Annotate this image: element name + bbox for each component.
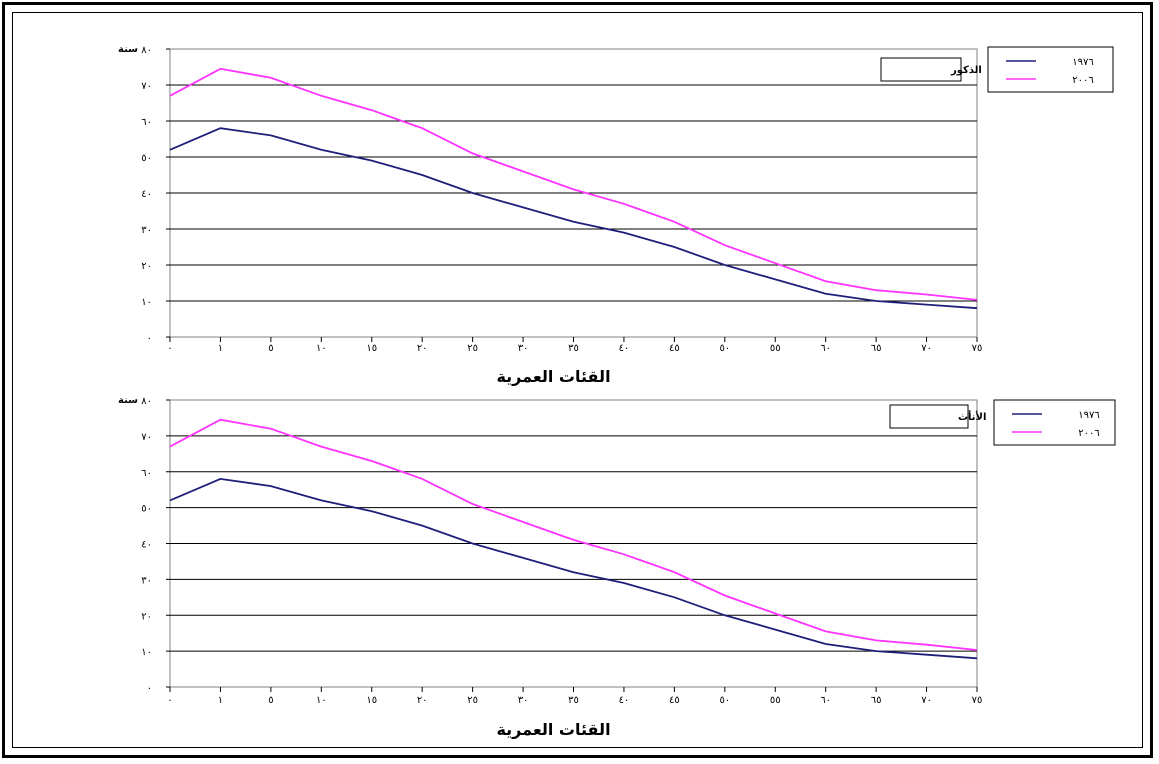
x-tick-label: ٢٠	[417, 343, 428, 354]
y-tick-label: ٧٠	[141, 81, 152, 92]
x-tick-label: ٤٠	[619, 695, 630, 706]
y-tick-label: ٣٠	[141, 225, 152, 236]
y-tick-label: ١٠	[141, 647, 152, 658]
y-tick-label: ٠	[147, 683, 152, 694]
x-tick-label: ١٥	[366, 343, 377, 354]
y-tick-label: ٤٠	[141, 189, 152, 200]
title-box	[889, 404, 969, 429]
x-tick-label: ٣٠	[518, 695, 529, 706]
x-tick-label: ٥	[268, 695, 273, 706]
y-tick-label: ٥٠	[141, 504, 152, 515]
x-tick-label: ٤٥	[669, 343, 680, 354]
y-tick-label: ٨٠	[141, 396, 152, 407]
legend-entry: ١٩٧٦	[1078, 410, 1099, 421]
x-tick-label: ٧٠	[921, 343, 932, 354]
chart-title: الذكور	[950, 65, 982, 76]
legend-entry: ١٩٧٦	[1072, 57, 1093, 68]
x-tick-label: ٥٥	[770, 343, 781, 354]
y-tick-label: ٠	[147, 333, 152, 344]
y-tick-label: ١٠	[141, 297, 152, 308]
x-tick-label: ٥٠	[719, 343, 730, 354]
legend-entry: ٢٠٠٦	[1072, 75, 1093, 86]
y-tick-label: ٦٠	[141, 117, 152, 128]
x-tick-label: ٢٠	[417, 695, 428, 706]
x-tick-label: ٥	[268, 343, 273, 354]
x-tick-label: ٣٥	[568, 695, 579, 706]
x-tick-label: ١	[218, 695, 223, 706]
x-tick-label: ٦٠	[820, 695, 831, 706]
x-tick-label: ٣٥	[568, 343, 579, 354]
y-tick-label: ٨٠	[141, 45, 152, 56]
x-tick-label: ١٠	[316, 343, 327, 354]
x-tick-label: ١٠	[316, 695, 327, 706]
y-tick-label: ٥٠	[141, 153, 152, 164]
x-tick-label: ٥٠	[719, 695, 730, 706]
legend: ١٩٧٦ ٢٠٠٦	[987, 46, 1114, 93]
legend: ١٩٧٦ ٢٠٠٦	[993, 399, 1116, 446]
x-tick-label: ١	[218, 343, 223, 354]
x-tick-label: ٧٥	[972, 695, 983, 706]
legend-box	[987, 46, 1114, 93]
chart-title: الأنأث	[958, 410, 986, 423]
x-tick-label: ٥٥	[770, 695, 781, 706]
x-tick-label: ٦٥	[871, 343, 882, 354]
x-tick-label: ٠	[167, 343, 172, 354]
y-tick-label: ٦٠	[141, 468, 152, 479]
y-tick-label: ٣٠	[141, 575, 152, 586]
y-tick-label: ٤٠	[141, 540, 152, 551]
inner-frame	[12, 12, 1143, 748]
x-tick-label: ٦٠	[820, 343, 831, 354]
series-line-2	[169, 418, 978, 651]
legend-entry: ٢٠٠٦	[1078, 428, 1099, 439]
x-tick-label: ٢٥	[467, 343, 478, 354]
x-tick-label: ٧٠	[921, 695, 932, 706]
y-axis-label: سنة	[118, 44, 138, 55]
y-axis-label: سنة	[118, 395, 138, 406]
x-tick-label: ٢٥	[467, 695, 478, 706]
x-axis-title: القئات العمرية	[496, 367, 610, 386]
x-tick-label: ٧٥	[972, 343, 983, 354]
title-box	[880, 57, 962, 82]
x-tick-label: ٠	[167, 695, 172, 706]
x-axis-title: القئات العمرية	[496, 720, 610, 739]
y-tick-label: ٢٠	[141, 261, 152, 272]
legend-box	[993, 399, 1116, 446]
y-tick-label: ٢٠	[141, 611, 152, 622]
x-tick-label: ٤٥	[669, 695, 680, 706]
x-tick-label: ٦٥	[871, 695, 882, 706]
x-tick-label: ١٥	[366, 695, 377, 706]
x-tick-label: ٤٠	[619, 343, 630, 354]
x-tick-label: ٣٠	[518, 343, 529, 354]
y-tick-label: ٧٠	[141, 432, 152, 443]
